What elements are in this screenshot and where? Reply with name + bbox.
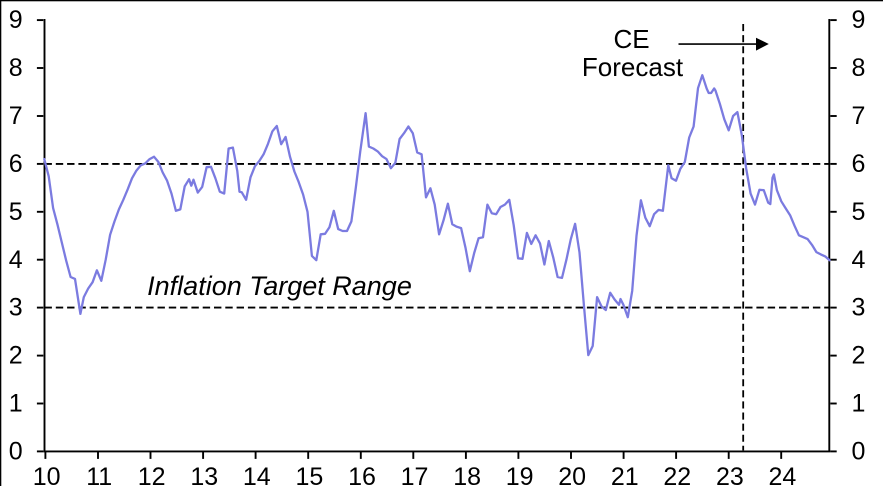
svg-text:5: 5 xyxy=(852,198,866,226)
svg-text:20: 20 xyxy=(558,463,586,491)
svg-text:4: 4 xyxy=(9,246,23,274)
svg-text:2: 2 xyxy=(852,342,866,370)
svg-text:13: 13 xyxy=(190,463,218,491)
svg-text:11: 11 xyxy=(86,463,112,491)
svg-text:23: 23 xyxy=(716,463,744,491)
svg-text:22: 22 xyxy=(663,463,691,491)
svg-text:17: 17 xyxy=(401,463,429,491)
svg-text:0: 0 xyxy=(9,438,23,466)
svg-text:4: 4 xyxy=(852,246,866,274)
svg-text:1: 1 xyxy=(9,390,23,418)
svg-text:9: 9 xyxy=(9,6,23,34)
svg-text:3: 3 xyxy=(9,294,23,322)
svg-text:12: 12 xyxy=(138,463,166,491)
svg-text:5: 5 xyxy=(9,198,23,226)
svg-text:15: 15 xyxy=(295,463,323,491)
svg-text:1: 1 xyxy=(852,390,866,418)
svg-text:Forecast: Forecast xyxy=(582,52,684,82)
svg-text:7: 7 xyxy=(852,102,866,130)
svg-text:10: 10 xyxy=(33,463,61,491)
svg-text:21: 21 xyxy=(611,463,639,491)
svg-text:Inflation Target Range: Inflation Target Range xyxy=(147,271,412,301)
svg-text:14: 14 xyxy=(243,463,271,491)
svg-text:CE: CE xyxy=(613,24,649,54)
svg-text:16: 16 xyxy=(348,463,376,491)
svg-text:19: 19 xyxy=(506,463,534,491)
svg-text:8: 8 xyxy=(9,54,23,82)
svg-text:6: 6 xyxy=(852,150,866,178)
svg-text:6: 6 xyxy=(9,150,23,178)
svg-text:9: 9 xyxy=(852,6,866,34)
svg-text:3: 3 xyxy=(852,294,866,322)
svg-text:24: 24 xyxy=(768,463,796,491)
svg-text:18: 18 xyxy=(453,463,481,491)
svg-text:7: 7 xyxy=(9,102,23,130)
svg-text:8: 8 xyxy=(852,54,866,82)
svg-text:0: 0 xyxy=(852,438,866,466)
svg-text:2: 2 xyxy=(9,342,23,370)
